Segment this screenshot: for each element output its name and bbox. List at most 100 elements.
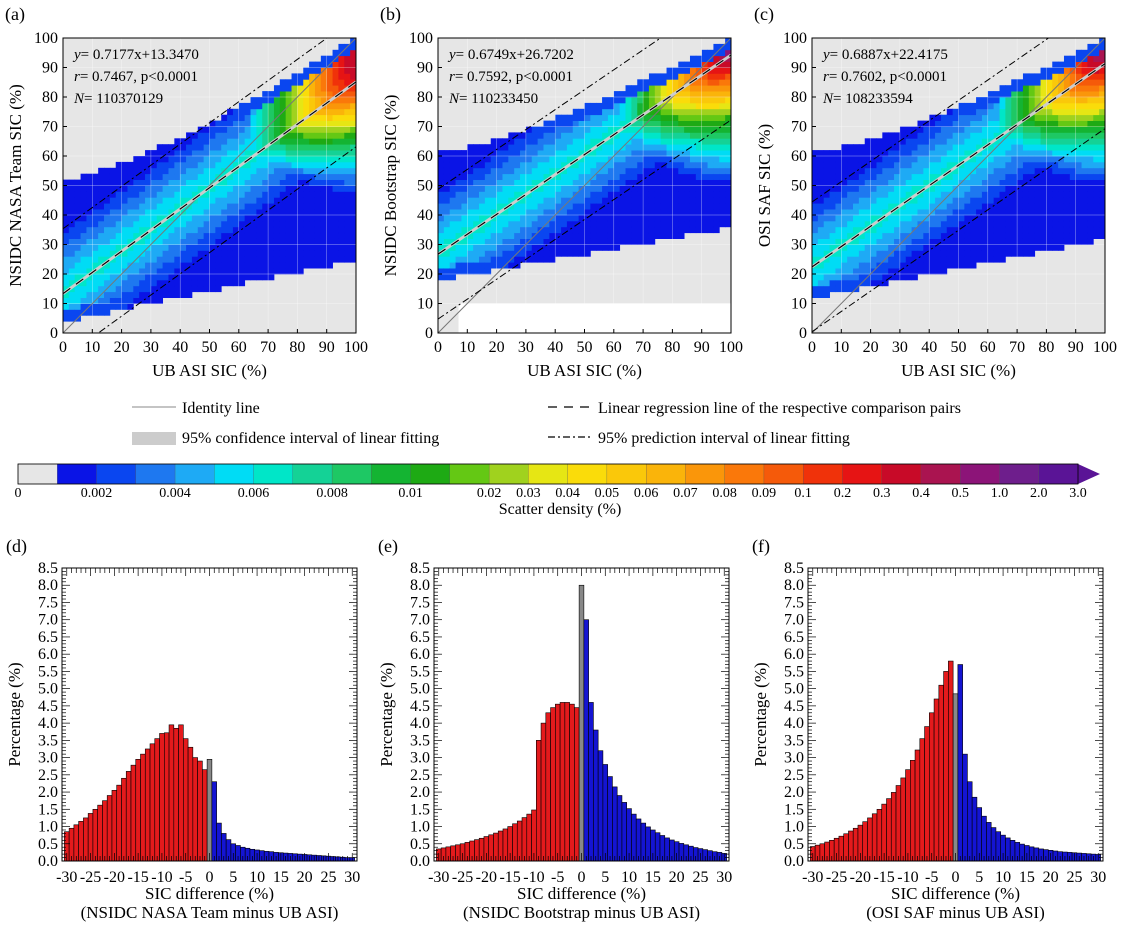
density-cell [232, 114, 240, 121]
density-cell [133, 297, 140, 304]
density-cell [602, 203, 609, 210]
density-cell [268, 256, 275, 263]
density-cell [858, 197, 866, 204]
density-cell [643, 79, 650, 86]
density-cell [455, 244, 462, 251]
density-cell [812, 185, 819, 192]
density-cell [186, 226, 193, 234]
x-tick-label: 80 [289, 339, 305, 356]
x-tick-label: 0 [206, 869, 214, 886]
density-cell [987, 185, 995, 192]
bar [130, 764, 137, 862]
density-cell [695, 132, 703, 139]
density-cell [156, 161, 164, 169]
density-cell [484, 238, 492, 245]
density-cell [86, 209, 93, 216]
density-cell [905, 185, 913, 192]
density-cell [707, 73, 714, 80]
density-cell [976, 173, 983, 180]
density-cell [479, 250, 486, 257]
density-cell [899, 173, 907, 180]
density-cell [695, 150, 703, 157]
density-cell [847, 173, 854, 180]
density-cell [543, 161, 550, 169]
density-cell [701, 49, 708, 57]
density-cell [1040, 191, 1047, 198]
density-cell [514, 173, 521, 180]
density-cell [654, 209, 662, 216]
density-cell [268, 244, 275, 251]
density-cell [279, 102, 287, 110]
density-cell [596, 220, 603, 228]
density-cell [613, 138, 621, 145]
density-cell [858, 226, 866, 234]
density-cell [502, 203, 509, 210]
density-cell [139, 256, 146, 263]
density-cell [438, 203, 445, 210]
density-cell [68, 203, 76, 210]
density-cell [133, 215, 140, 222]
density-cell [578, 108, 585, 116]
y-tick-label: 4.0 [38, 715, 58, 732]
density-cell [303, 209, 310, 216]
density-cell [1005, 179, 1012, 186]
density-cell [654, 226, 662, 234]
density-cell [145, 150, 152, 157]
density-cell [561, 232, 568, 239]
density-cell [145, 285, 152, 293]
density-cell [338, 55, 345, 62]
density-cell [273, 226, 281, 234]
density-cell [707, 167, 714, 175]
density-cell [625, 108, 632, 116]
density-cell [637, 173, 644, 180]
density-cell [344, 244, 351, 251]
density-cell [590, 185, 597, 192]
density-cell [1069, 108, 1077, 116]
density-cell [1034, 238, 1041, 245]
density-cell [695, 167, 703, 175]
density-cell [572, 215, 580, 222]
density-cell [602, 220, 609, 228]
density-cell [332, 238, 339, 245]
density-cell [180, 215, 187, 222]
density-cell [695, 97, 703, 104]
density-cell [104, 203, 111, 210]
density-cell [168, 161, 175, 169]
density-cell [1075, 203, 1082, 210]
density-cell [209, 161, 216, 169]
density-cell [145, 250, 152, 257]
density-cell [1058, 126, 1065, 133]
density-cell [197, 161, 205, 169]
density-cell [238, 156, 246, 163]
x-tick-label: -5 [179, 869, 192, 886]
density-cell [139, 291, 146, 298]
density-cell [1011, 238, 1018, 245]
density-cell [162, 274, 169, 281]
density-cell [1069, 85, 1077, 92]
density-cell [174, 256, 181, 263]
density-cell [853, 197, 860, 204]
density-cell [285, 268, 292, 275]
density-cell [74, 238, 81, 245]
density-cell [168, 256, 175, 263]
density-cell [1081, 167, 1088, 175]
density-cell [876, 215, 883, 222]
density-cell [1017, 232, 1024, 239]
density-cell [643, 144, 650, 151]
density-cell [449, 250, 456, 257]
density-cell [607, 203, 615, 210]
density-cell [631, 185, 638, 192]
density-cell [350, 256, 357, 263]
density-cell [109, 297, 117, 304]
density-cell [133, 279, 140, 287]
density-cell [162, 161, 169, 169]
density-cell [338, 256, 345, 263]
density-cell [232, 215, 240, 222]
density-cell [250, 226, 257, 234]
density-cell [1040, 67, 1047, 74]
density-cell [917, 132, 924, 139]
density-cell [1052, 161, 1059, 169]
density-cell [643, 132, 650, 139]
density-cell [654, 232, 662, 239]
density-cell [449, 150, 456, 157]
